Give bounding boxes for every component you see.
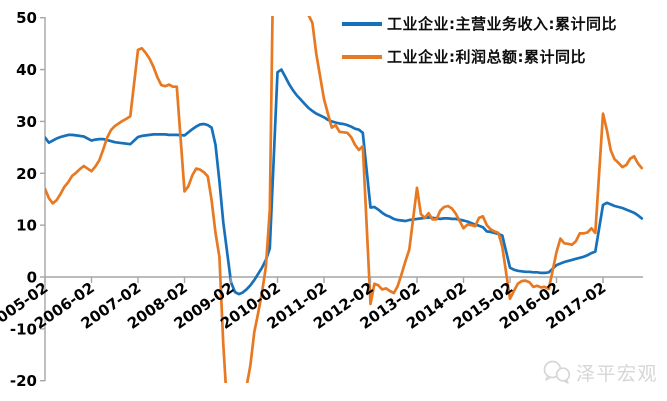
y-axis-tick-label: 10 <box>16 217 37 235</box>
y-axis-tick-label: 50 <box>16 9 37 27</box>
legend-item-revenue: 工业企业:主营业务收入:累计同比 <box>342 14 617 34</box>
watermark: 泽平宏观 <box>541 357 658 387</box>
y-axis-tick-label: 40 <box>16 61 37 79</box>
legend-label-revenue: 工业企业:主营业务收入:累计同比 <box>387 15 617 33</box>
profit-line-swatch <box>342 55 382 59</box>
y-axis-tick-label: 30 <box>16 113 37 131</box>
y-axis-tick-label: -10 <box>10 320 37 338</box>
revenue-line-swatch <box>342 22 382 26</box>
y-axis-tick-label: 20 <box>16 165 37 183</box>
chat-bubbles-icon <box>543 360 571 384</box>
y-axis-tick-label: 0 <box>27 269 37 287</box>
legend-item-profit: 工业企业:利润总额:累计同比 <box>342 47 617 67</box>
series-line-revenue <box>45 68 644 296</box>
watermark-text: 泽平宏观 <box>576 362 659 385</box>
y-axis-tick-label: -20 <box>10 372 37 390</box>
series-line-profit <box>45 16 644 383</box>
chart-legend: 工业企业:主营业务收入:累计同比 工业企业:利润总额:累计同比 <box>342 14 617 80</box>
legend-label-profit: 工业企业:利润总额:累计同比 <box>387 48 586 66</box>
